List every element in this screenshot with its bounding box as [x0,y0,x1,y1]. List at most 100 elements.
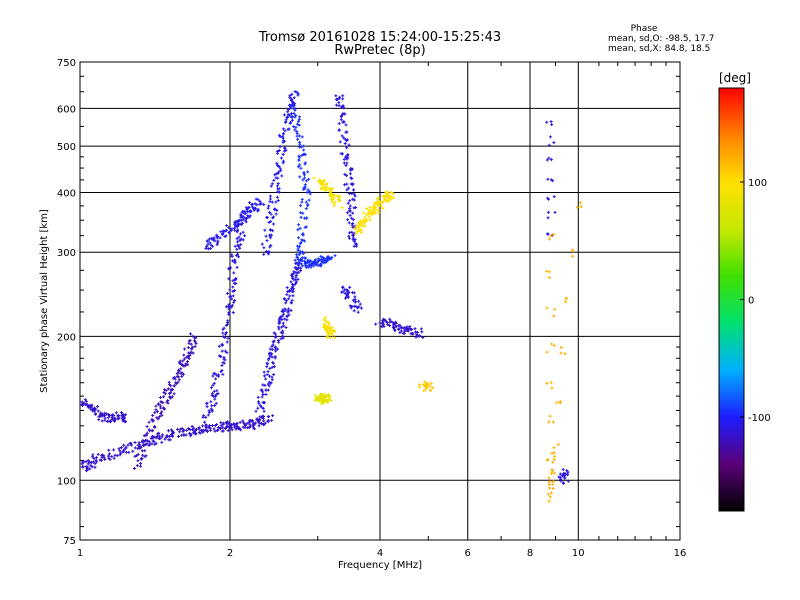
data-point [344,123,348,127]
data-point [93,462,97,466]
data-point [352,198,356,202]
data-point [194,432,198,436]
data-point [117,447,121,451]
data-point [157,434,161,438]
data-point [266,419,270,423]
data-point [548,135,552,139]
data-point [105,412,109,416]
data-point [81,459,85,463]
data-point [300,153,304,157]
data-point [246,215,250,219]
data-point [227,231,231,235]
data-point [165,433,169,437]
data-point [204,423,208,427]
data-point [162,395,166,399]
data-point [299,215,303,219]
data-point [552,141,556,145]
data-point [552,451,556,455]
data-point [346,211,350,215]
data-point [298,226,302,230]
data-point [89,461,93,465]
data-point [220,349,224,353]
data-point [195,427,199,431]
data-point [302,256,306,260]
data-point [266,369,270,373]
data-point [210,404,214,408]
data-point [566,473,570,477]
data-point [350,230,354,234]
data-point [277,190,281,194]
data-point [188,353,192,357]
data-point [133,446,137,450]
data-point [268,374,272,378]
data-point [350,216,354,220]
data-point [332,204,336,208]
data-point [319,254,323,258]
data-point [154,404,158,408]
data-point [274,335,278,339]
data-point [210,391,214,395]
data-point [268,197,272,201]
data-point [262,202,266,206]
data-point [285,314,289,318]
data-point [241,214,245,218]
data-point [215,389,219,393]
data-point [268,228,272,232]
data-point [281,321,285,325]
data-point [301,233,305,237]
data-point [418,382,422,386]
colorbar-tick-label: -100 [748,413,771,424]
data-point [139,461,143,465]
data-point [263,421,267,425]
data-point [142,434,146,438]
data-point [192,339,196,343]
data-point [332,196,336,200]
data-point [296,277,300,281]
data-point [341,94,345,98]
data-point [272,365,276,369]
data-point [566,479,570,483]
data-point [327,321,331,325]
data-point [368,205,372,209]
data-point [547,270,551,274]
data-point [363,215,367,219]
y-tick-label: 75 [63,536,76,547]
data-point [145,425,149,429]
data-point [561,474,565,478]
data-point [169,428,173,432]
data-point [550,482,554,486]
data-point [256,406,260,410]
data-point [393,329,397,333]
data-point [575,205,579,209]
data-point [92,456,96,460]
data-point [189,332,193,336]
data-point [299,166,303,170]
data-point [116,417,120,421]
data-point [299,145,303,149]
data-point [286,107,290,111]
data-point [373,205,377,209]
data-point [98,458,102,462]
data-point [303,239,307,243]
data-point [206,242,210,246]
data-point [266,206,270,210]
data-point [290,298,294,302]
data-point [158,404,162,408]
data-point [346,218,350,222]
data-point [551,420,555,424]
data-point [230,227,234,231]
data-point [213,239,217,243]
y-tick-label: 600 [57,104,76,115]
data-point [270,375,274,379]
data-point [417,334,421,338]
data-point [145,442,149,446]
colorbar-ticks: -100 0 100 [740,178,771,424]
data-point [174,382,178,386]
data-point [558,472,562,476]
data-point [164,435,168,439]
data-point [386,190,390,194]
data-point [346,293,350,297]
data-point [353,227,357,231]
data-point [357,224,361,228]
data-point [99,411,103,415]
